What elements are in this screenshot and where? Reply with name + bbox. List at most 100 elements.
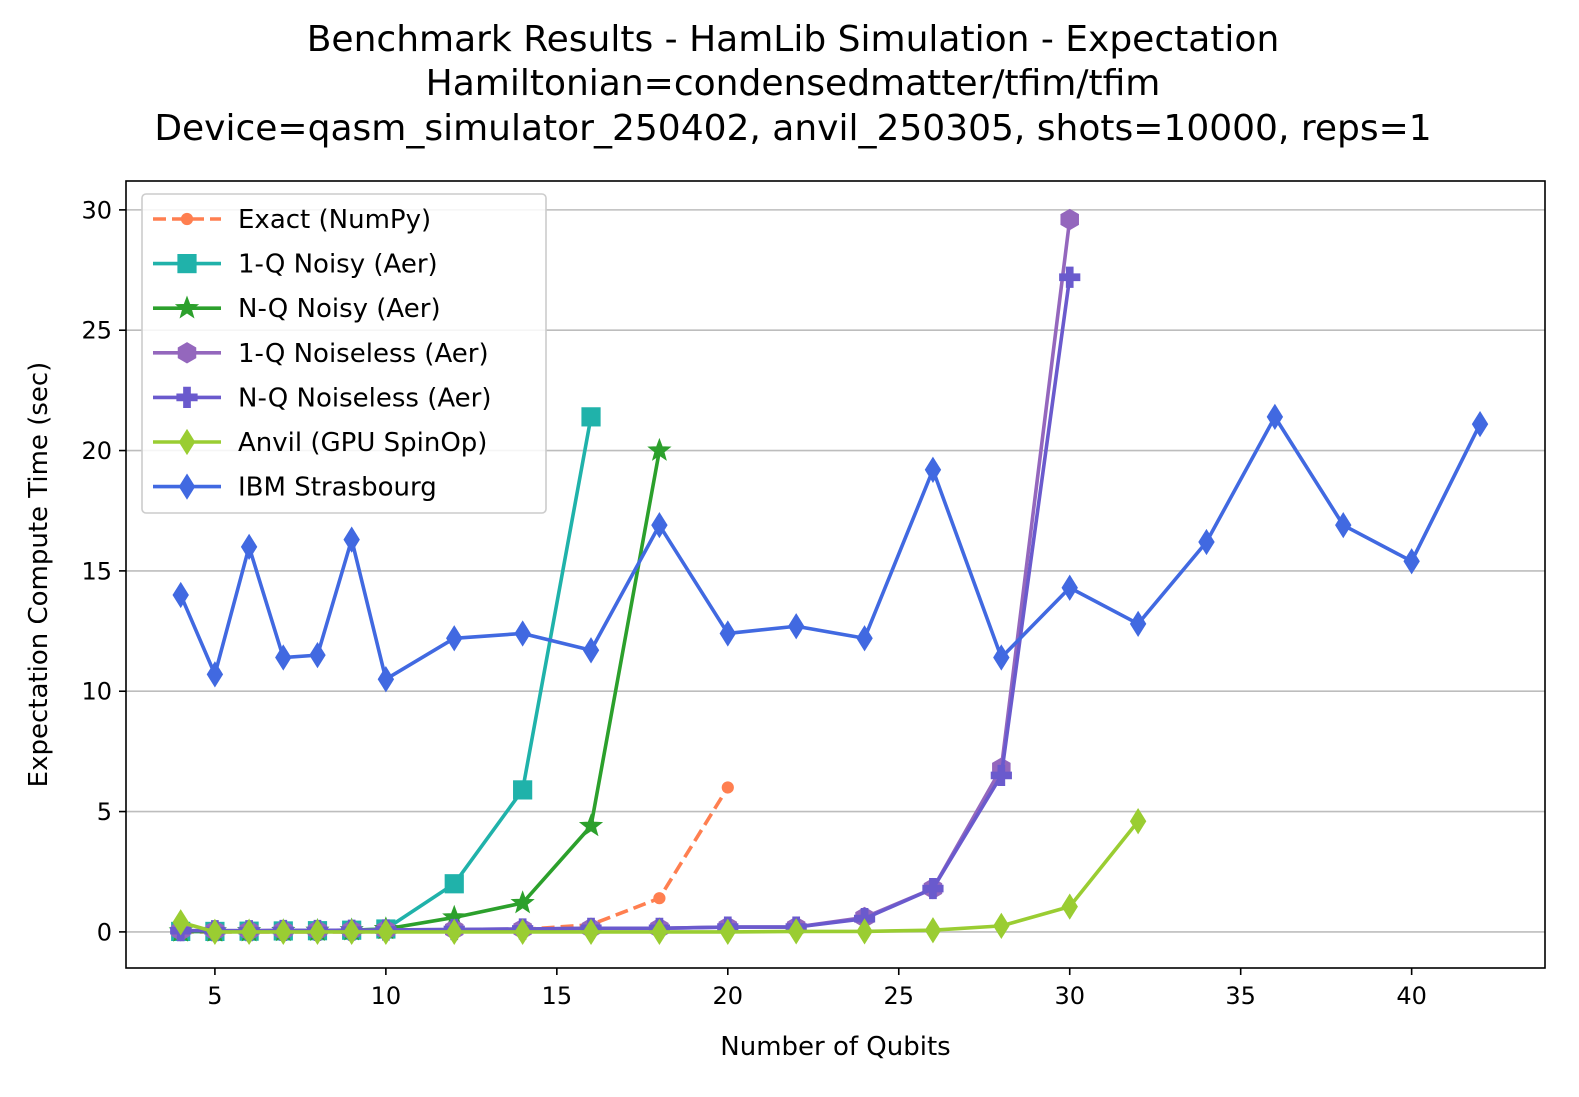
legend-entry: IBM Strasbourg <box>153 473 437 503</box>
data-point <box>1059 266 1081 288</box>
y-tick-label: 5 <box>97 798 112 826</box>
legend-marker <box>176 386 198 408</box>
legend: Exact (NumPy) 1-Q Noisy (Aer) N-Q Noisy (A… <box>141 193 547 514</box>
legend-entry: 1-Q Noiseless (Aer) <box>153 339 489 369</box>
chart-title: Benchmark Results - HamLib Simulation - … <box>154 19 1431 149</box>
data-point <box>1335 512 1352 539</box>
legend-marker <box>174 295 200 319</box>
legend-label: N-Q Noiseless (Aer) <box>238 383 492 413</box>
x-tick-label: 35 <box>1225 982 1256 1010</box>
data-point <box>206 661 224 688</box>
data-point <box>309 641 326 669</box>
data-point <box>1061 574 1078 601</box>
data-point <box>1266 403 1284 430</box>
data-point <box>924 456 942 483</box>
y-tick-label: 15 <box>81 557 112 585</box>
data-point <box>514 620 531 647</box>
x-tick-label: 5 <box>207 982 222 1010</box>
data-point <box>856 918 873 945</box>
x-tick-label: 25 <box>883 982 914 1010</box>
data-point <box>721 781 734 794</box>
legend-marker <box>178 473 196 500</box>
data-point <box>651 918 668 946</box>
data-point <box>444 874 464 894</box>
data-point <box>581 407 601 427</box>
data-point <box>993 644 1010 671</box>
data-point <box>275 918 292 946</box>
data-point <box>514 918 531 946</box>
x-tick-label: 30 <box>1054 982 1085 1010</box>
legend-box <box>141 193 547 514</box>
plot-area-frame <box>125 180 1546 969</box>
data-point <box>922 877 944 900</box>
series-layer <box>168 208 1489 946</box>
data-point <box>513 780 533 800</box>
data-point <box>446 918 463 946</box>
data-point <box>582 918 600 946</box>
y-tick-label: 20 <box>81 437 112 465</box>
y-tick-label: 0 <box>97 918 112 946</box>
legend-label: 1-Q Noiseless (Aer) <box>238 339 489 369</box>
legend-marker <box>177 254 197 274</box>
series-n-q-noisy-aer <box>168 437 672 942</box>
data-point <box>582 637 600 664</box>
data-point <box>647 437 672 461</box>
data-point <box>1060 208 1079 231</box>
data-point <box>343 526 360 553</box>
legend-label: IBM Strasbourg <box>238 473 437 503</box>
legend-label: Exact (NumPy) <box>238 205 431 235</box>
legend-entry: N-Q Noiseless (Aer) <box>153 383 492 413</box>
data-point <box>719 620 736 647</box>
legend-marker <box>178 428 196 456</box>
data-point <box>1061 893 1078 920</box>
data-point <box>172 909 189 936</box>
x-axis-label: Number of Qubits <box>720 1032 950 1062</box>
data-point <box>924 917 942 944</box>
legend-label: N-Q Noisy (Aer) <box>238 294 441 324</box>
legend-entry: N-Q Noisy (Aer) <box>153 294 441 324</box>
data-point <box>993 912 1010 940</box>
data-point <box>446 625 463 652</box>
x-tick-label: 20 <box>713 982 744 1010</box>
data-point <box>240 533 258 560</box>
data-point <box>1198 528 1215 556</box>
series-anvil-gpu-spinop <box>172 808 1147 946</box>
series-ibm-strasbourg <box>172 403 1489 693</box>
data-point <box>309 918 326 946</box>
chart-title-line-2: Hamiltonian=condensedmatter/tfim/tfim <box>426 63 1161 104</box>
legend-label: 1-Q Noisy (Aer) <box>238 250 438 280</box>
chart-title-line-3: Device=qasm_simulator_250402, anvil_2503… <box>154 108 1431 149</box>
y-tick-label: 10 <box>81 678 112 706</box>
data-point <box>377 666 395 693</box>
x-tick-label: 40 <box>1396 982 1427 1010</box>
y-tick-label: 30 <box>81 196 112 224</box>
data-point <box>719 918 736 946</box>
axis-ticks: 0 5 10 15 20 25 30 5 10 15 20 25 30 35 40 <box>81 196 1426 1010</box>
data-point <box>578 813 604 837</box>
data-point <box>206 918 224 946</box>
y-axis-label: Expectation Compute Time (sec) <box>24 362 54 788</box>
data-point <box>172 581 189 609</box>
legend-entry: Anvil (GPU SpinOp) <box>153 428 487 458</box>
data-point <box>1129 808 1147 835</box>
data-point <box>787 613 805 640</box>
data-point <box>651 512 668 539</box>
data-point <box>343 918 360 946</box>
data-point <box>653 892 666 905</box>
legend-entry: Exact (NumPy) <box>153 205 431 235</box>
data-point <box>787 918 805 945</box>
legend-label: Anvil (GPU SpinOp) <box>238 428 487 458</box>
x-tick-label: 10 <box>371 982 402 1010</box>
data-point <box>1129 610 1147 637</box>
data-point <box>990 764 1012 787</box>
y-tick-label: 25 <box>81 317 112 345</box>
data-point <box>856 625 873 652</box>
legend-marker <box>180 212 194 226</box>
chart-title-line-1: Benchmark Results - HamLib Simulation - … <box>307 19 1280 60</box>
data-point <box>377 918 395 946</box>
data-point <box>510 890 535 914</box>
series-line <box>180 820 1140 934</box>
data-point <box>240 918 258 946</box>
data-point <box>1403 548 1420 575</box>
